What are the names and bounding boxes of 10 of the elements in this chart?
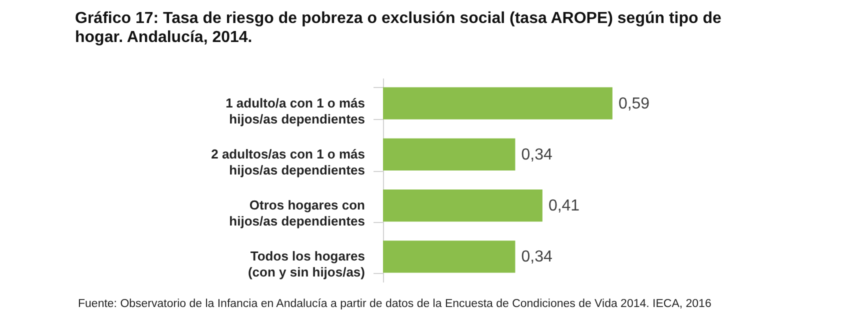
y-tick-label: 2 adultos/as con 1 o más hijos/as dependientes (211, 146, 365, 178)
data-label: 0,59 (618, 95, 650, 112)
data-label: 0,41 (548, 198, 580, 215)
data-label: 0,34 (521, 146, 552, 164)
chart-title: Gráfico 17: Tasa de riesgo de pobreza o exclusión social (tasa AROPE) según tipo de hogar. Andalucía, 2014. (75, 10, 722, 46)
y-tick-label: 1 adulto/a con 1 o más hijos/as dependientes (226, 95, 365, 126)
y-tick-label: Otros hogares con hijos/as dependientes (229, 198, 366, 229)
y-tick-label: Todos los hogares (con y sin hijos/as) (248, 248, 365, 280)
data-label: 0,34 (521, 248, 552, 266)
source-note: Fuente: Observatorio de la Infancia en Andalucía a partir de datos de la Encuesta de Condiciones de Vida 2014. IECA, 2016 (78, 298, 712, 310)
